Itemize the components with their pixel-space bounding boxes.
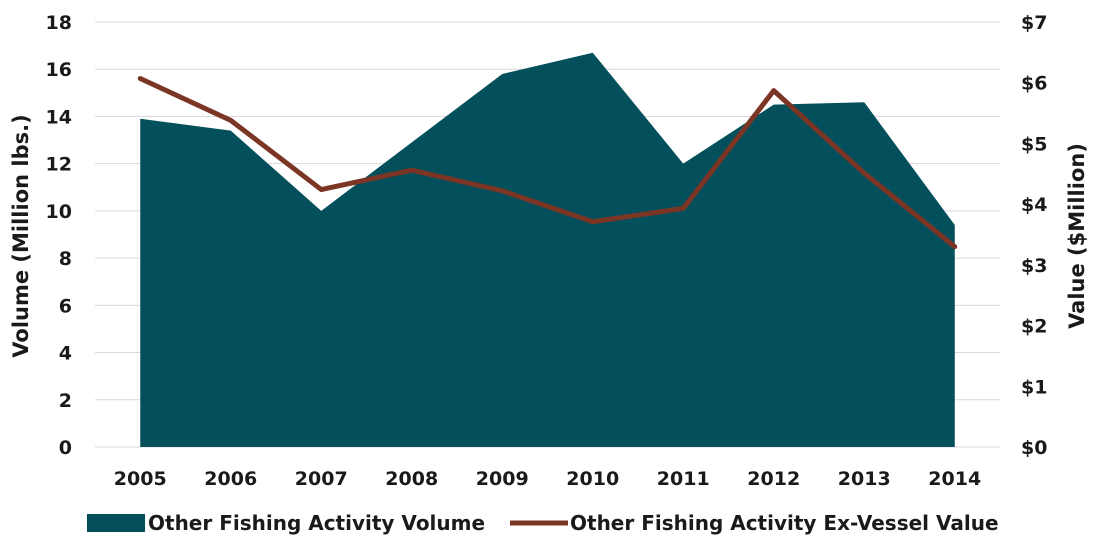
x-tick-label: 2011 bbox=[657, 468, 710, 490]
x-tick-label: 2014 bbox=[928, 468, 981, 490]
x-tick-label: 2010 bbox=[566, 468, 619, 490]
left-tick-label: 10 bbox=[46, 201, 72, 223]
volume-area-layer bbox=[140, 53, 955, 447]
right-tick-label: $7 bbox=[1021, 12, 1047, 34]
left-tick-label: 0 bbox=[59, 437, 72, 459]
x-tick-label: 2009 bbox=[476, 468, 529, 490]
right-tick-label: $5 bbox=[1021, 133, 1047, 155]
right-tick-label: $4 bbox=[1021, 194, 1047, 216]
x-tick-label: 2007 bbox=[295, 468, 348, 490]
legend: Other Fishing Activity Volume Other Fish… bbox=[87, 511, 999, 535]
x-tick-label: 2013 bbox=[838, 468, 891, 490]
x-tick-label: 2012 bbox=[747, 468, 800, 490]
legend-label-volume: Other Fishing Activity Volume bbox=[148, 511, 485, 535]
right-tick-label: $6 bbox=[1021, 73, 1047, 95]
left-tick-label: 16 bbox=[46, 59, 72, 81]
right-tick-label: $0 bbox=[1021, 437, 1047, 459]
x-tick-label: 2005 bbox=[114, 468, 167, 490]
volume-area bbox=[140, 53, 955, 447]
x-tick-label: 2006 bbox=[204, 468, 257, 490]
legend-swatch-volume bbox=[87, 514, 145, 532]
left-tick-label: 14 bbox=[46, 106, 72, 128]
left-tick-label: 4 bbox=[59, 343, 72, 365]
left-tick-label: 12 bbox=[46, 154, 72, 176]
left-axis-ticks: 0 2 4 6 8 10 12 14 16 18 bbox=[46, 12, 72, 459]
left-tick-label: 8 bbox=[59, 248, 72, 270]
right-axis-ticks: $0 $1 $2 $3 $4 $5 $6 $7 bbox=[1021, 12, 1047, 459]
right-tick-label: $1 bbox=[1021, 376, 1047, 398]
left-tick-label: 2 bbox=[59, 390, 72, 412]
x-axis-ticks: 2005 2006 2007 2008 2009 2010 2011 2012 2013 2014 bbox=[114, 468, 981, 490]
left-axis-title: Volume (Million lbs.) bbox=[9, 114, 33, 357]
left-tick-label: 6 bbox=[59, 295, 72, 317]
right-axis-title: Value ($Million) bbox=[1065, 143, 1089, 329]
legend-label-value: Other Fishing Activity Ex-Vessel Value bbox=[570, 511, 999, 535]
right-tick-label: $2 bbox=[1021, 316, 1047, 338]
x-tick-label: 2008 bbox=[385, 468, 438, 490]
right-tick-label: $3 bbox=[1021, 255, 1047, 277]
left-tick-label: 18 bbox=[46, 12, 72, 34]
